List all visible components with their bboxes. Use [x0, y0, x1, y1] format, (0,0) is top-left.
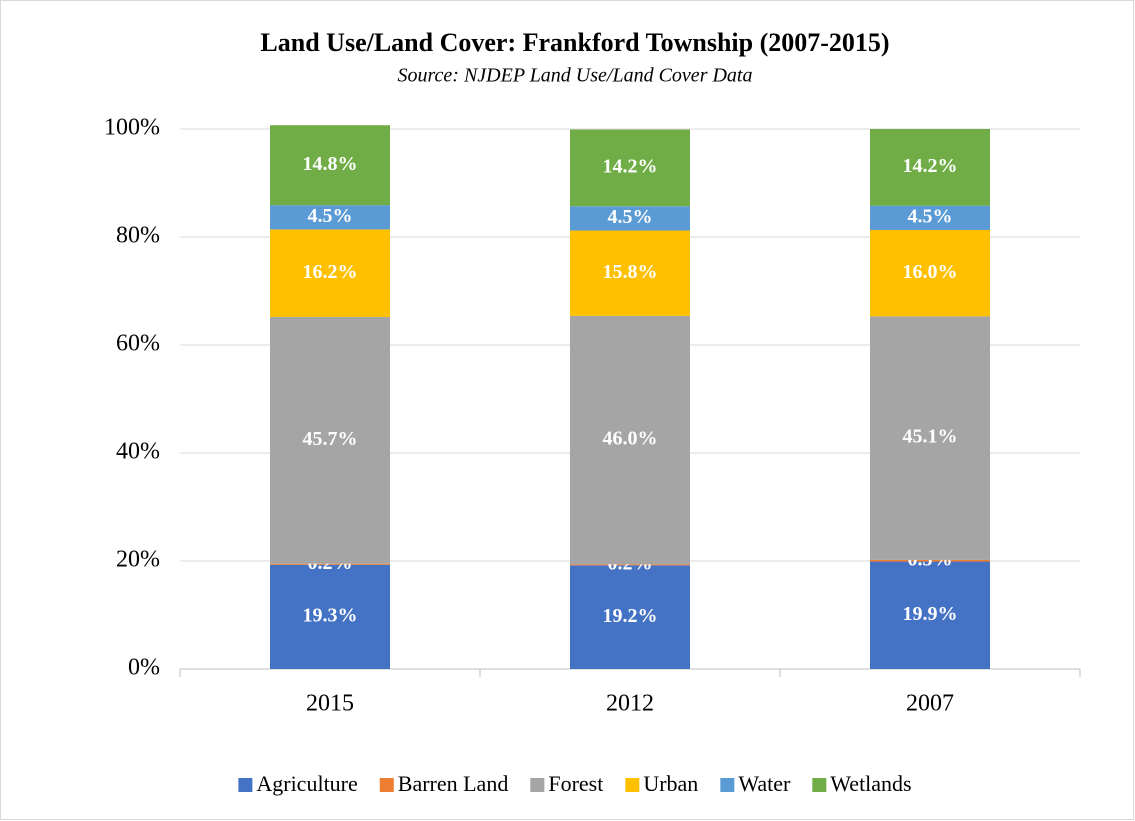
data-label: 14.8% — [303, 153, 358, 175]
bar-segment — [570, 565, 690, 669]
bar-segment — [570, 564, 690, 566]
data-label: 19.2% — [603, 605, 658, 627]
legend-swatch — [379, 778, 394, 792]
legend-swatch — [238, 778, 253, 792]
legend-label: Agriculture — [256, 771, 357, 796]
bar-segment — [270, 564, 390, 669]
bar-segment — [270, 205, 390, 230]
bar-segment — [870, 561, 990, 669]
data-label: 4.5% — [908, 205, 953, 227]
y-tick-label: 80% — [116, 223, 160, 249]
legend-swatch — [530, 778, 545, 792]
legend-label: Wetlands — [830, 771, 911, 796]
legend-swatch — [720, 778, 735, 792]
bar-segment — [870, 316, 990, 560]
data-label: 19.3% — [303, 604, 358, 626]
data-label: 46.0% — [603, 428, 658, 450]
data-label: 4.5% — [608, 206, 653, 228]
legend-swatch — [812, 778, 827, 792]
y-tick-label: 40% — [116, 439, 160, 465]
bar-segment — [870, 205, 990, 230]
bar-segment — [270, 125, 390, 206]
data-label: 15.8% — [603, 261, 658, 283]
y-tick-label: 100% — [104, 115, 160, 141]
data-label: 19.9% — [903, 603, 958, 625]
bar-segment — [270, 316, 390, 564]
x-tick-label: 2012 — [606, 691, 654, 717]
data-label: 16.0% — [903, 261, 958, 283]
bar-segment — [870, 559, 990, 562]
x-tick-label: 2007 — [906, 691, 954, 717]
bar-segment — [570, 230, 690, 316]
chart-subtitle: Source: NJDEP Land Use/Land Cover Data — [398, 65, 753, 87]
data-label: 45.1% — [903, 426, 958, 448]
y-tick-label: 60% — [116, 331, 160, 357]
data-label: 14.2% — [603, 155, 658, 177]
data-label: 45.7% — [303, 428, 358, 450]
legend-label: Barren Land — [398, 771, 509, 796]
bar-segment — [870, 129, 990, 206]
legend-label: Urban — [643, 771, 698, 796]
bar-segment — [570, 206, 690, 231]
legend-label: Water — [738, 771, 791, 796]
bar-segment — [270, 563, 390, 565]
bar-segment — [870, 229, 990, 317]
data-label: 14.2% — [903, 155, 958, 177]
bar-segment — [270, 229, 390, 317]
legend-swatch — [625, 778, 640, 792]
bar-segment — [570, 315, 690, 565]
data-label: 16.2% — [303, 261, 358, 283]
data-label: 4.5% — [308, 205, 353, 227]
bar-segment — [570, 129, 690, 207]
y-tick-label: 0% — [128, 655, 160, 681]
y-tick-label: 20% — [116, 547, 160, 573]
legend-label: Forest — [548, 771, 603, 796]
x-tick-label: 2015 — [306, 691, 354, 717]
chart-title: Land Use/Land Cover: Frankford Township … — [260, 28, 889, 57]
